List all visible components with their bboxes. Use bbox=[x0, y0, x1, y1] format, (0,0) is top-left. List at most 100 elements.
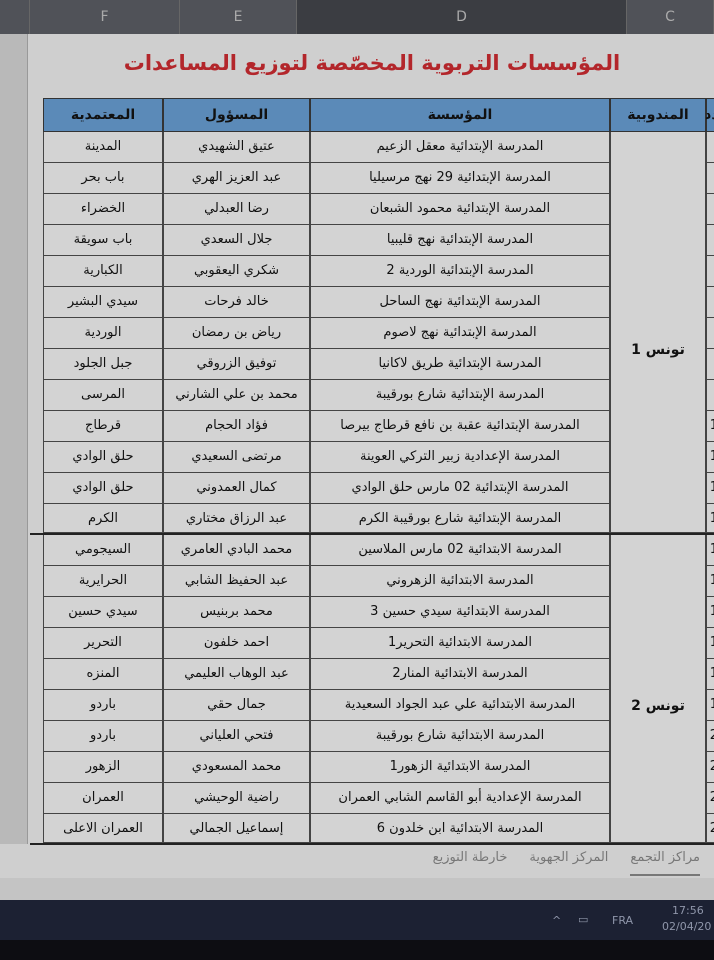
district-cell[interactable]: جبل الجلود bbox=[43, 349, 163, 380]
language-indicator[interactable]: FRA bbox=[612, 914, 634, 927]
delegation-cell[interactable] bbox=[610, 690, 706, 721]
responsible-cell[interactable]: عبد العزيز الهري bbox=[163, 163, 310, 194]
responsible-cell[interactable]: عبد الرزاق مختاري bbox=[163, 504, 310, 533]
row-number[interactable]: 5 bbox=[706, 256, 714, 287]
institution-cell[interactable]: المدرسة الإبتدائية طريق لاكانيا bbox=[310, 349, 610, 380]
district-cell[interactable]: العمران bbox=[43, 783, 163, 814]
sheet-tab-distribution-map[interactable]: خارطة التوزيع bbox=[432, 850, 508, 865]
district-cell[interactable]: الزهور bbox=[43, 752, 163, 783]
row-number[interactable]: 15 bbox=[706, 566, 714, 597]
institution-cell[interactable]: المدرسة الإبتدائية نهج قليبيا bbox=[310, 225, 610, 256]
district-cell[interactable]: العمران الاعلى bbox=[43, 814, 163, 843]
institution-cell[interactable]: المدرسة الابتدائية المنار2 bbox=[310, 659, 610, 690]
responsible-cell[interactable]: احمد خلفون bbox=[163, 628, 310, 659]
district-cell[interactable]: التحرير bbox=[43, 628, 163, 659]
row-number[interactable]: 19 bbox=[706, 690, 714, 721]
delegation-cell[interactable] bbox=[610, 132, 706, 163]
institution-cell[interactable]: المدرسة الإبتدائية محمود الشبعان bbox=[310, 194, 610, 225]
clock-time[interactable]: 17:56 bbox=[672, 904, 704, 917]
district-cell[interactable]: سيدي حسين bbox=[43, 597, 163, 628]
network-icon[interactable]: ▭ bbox=[578, 913, 589, 926]
responsible-cell[interactable]: فؤاد الحجام bbox=[163, 411, 310, 442]
institution-cell[interactable]: المدرسة الابتدائية سيدي حسين 3 bbox=[310, 597, 610, 628]
column-header-e[interactable]: E bbox=[180, 0, 297, 34]
responsible-cell[interactable]: عبد الحفيظ الشابي bbox=[163, 566, 310, 597]
institution-cell[interactable]: المدرسة الابتدائية علي عبد الجواد السعيد… bbox=[310, 690, 610, 721]
column-header-c[interactable]: C bbox=[627, 0, 714, 34]
district-cell[interactable]: باب سويقة bbox=[43, 225, 163, 256]
delegation-cell[interactable] bbox=[610, 318, 706, 349]
delegation-cell[interactable] bbox=[610, 752, 706, 783]
institution-cell[interactable]: المدرسة الابتدائية الزهروني bbox=[310, 566, 610, 597]
delegation-cell[interactable] bbox=[610, 287, 706, 318]
responsible-cell[interactable]: عتيق الشهيدي bbox=[163, 132, 310, 163]
responsible-cell[interactable]: خالد فرحات bbox=[163, 287, 310, 318]
delegation-cell[interactable] bbox=[610, 814, 706, 843]
institution-cell[interactable]: المدرسة الإبتدائية شارع بورقيبة الكرم bbox=[310, 504, 610, 533]
delegation-cell[interactable] bbox=[610, 256, 706, 287]
district-cell[interactable]: الكبارية bbox=[43, 256, 163, 287]
row-number[interactable]: 8 bbox=[706, 349, 714, 380]
district-cell[interactable]: باردو bbox=[43, 721, 163, 752]
institution-cell[interactable]: المدرسة الإبتدائية نهج الساحل bbox=[310, 287, 610, 318]
district-cell[interactable]: باردو bbox=[43, 690, 163, 721]
sheet-tab-regional-centers[interactable]: المركز الجهوية bbox=[529, 850, 609, 865]
responsible-cell[interactable]: جمال حقي bbox=[163, 690, 310, 721]
responsible-cell[interactable]: كمال العمدوني bbox=[163, 473, 310, 504]
responsible-cell[interactable]: توفيق الزروقي bbox=[163, 349, 310, 380]
institution-cell[interactable]: المدرسة الإعدادية أبو القاسم الشابي العم… bbox=[310, 783, 610, 814]
responsible-cell[interactable]: جلال السعدي bbox=[163, 225, 310, 256]
responsible-cell[interactable]: محمد المسعودي bbox=[163, 752, 310, 783]
institution-cell[interactable]: المدرسة الإبتدائية نهج لاصوم bbox=[310, 318, 610, 349]
district-cell[interactable]: المرسى bbox=[43, 380, 163, 411]
institution-cell[interactable]: المدرسة الابتدائية الزهور1 bbox=[310, 752, 610, 783]
institution-cell[interactable]: المدرسة الإبتدائية 29 نهج مرسيليا bbox=[310, 163, 610, 194]
row-number[interactable]: 1 bbox=[706, 132, 714, 163]
row-headers[interactable] bbox=[0, 34, 28, 844]
district-cell[interactable]: سيدي البشير bbox=[43, 287, 163, 318]
row-number[interactable]: 17 bbox=[706, 628, 714, 659]
row-number[interactable]: 20 bbox=[706, 721, 714, 752]
column-header-f[interactable]: F bbox=[30, 0, 180, 34]
district-cell[interactable]: حلق الوادي bbox=[43, 442, 163, 473]
responsible-cell[interactable]: محمد بربنيس bbox=[163, 597, 310, 628]
delegation-cell[interactable] bbox=[610, 721, 706, 752]
row-number[interactable]: 16 bbox=[706, 597, 714, 628]
institution-cell[interactable]: المدرسة الابتدائية ابن خلدون 6 bbox=[310, 814, 610, 843]
sheet-tab-gathering-centers[interactable]: مراكز التجمع bbox=[630, 850, 700, 876]
row-number[interactable]: 23 bbox=[706, 814, 714, 843]
institution-cell[interactable]: المدرسة الإبتدائية 02 مارس حلق الوادي bbox=[310, 473, 610, 504]
row-number[interactable]: 12 bbox=[706, 473, 714, 504]
district-cell[interactable]: المنزه bbox=[43, 659, 163, 690]
row-number[interactable]: 7 bbox=[706, 318, 714, 349]
chevron-up-icon[interactable]: ^ bbox=[552, 914, 562, 927]
row-number[interactable]: 21 bbox=[706, 752, 714, 783]
row-number[interactable]: 22 bbox=[706, 783, 714, 814]
district-cell[interactable]: الحرايرية bbox=[43, 566, 163, 597]
district-cell[interactable]: السيجومي bbox=[43, 535, 163, 566]
row-number[interactable]: 9 bbox=[706, 380, 714, 411]
responsible-cell[interactable]: محمد بن علي الشارني bbox=[163, 380, 310, 411]
institution-cell[interactable]: المدرسة الابتدائية التحرير1 bbox=[310, 628, 610, 659]
district-cell[interactable]: الوردية bbox=[43, 318, 163, 349]
delegation-cell[interactable] bbox=[610, 566, 706, 597]
responsible-cell[interactable]: راضية الوحيشي bbox=[163, 783, 310, 814]
institution-cell[interactable]: المدرسة الابتدائية شارع بورقيبة bbox=[310, 721, 610, 752]
delegation-cell[interactable] bbox=[610, 628, 706, 659]
row-number[interactable]: 18 bbox=[706, 659, 714, 690]
responsible-cell[interactable]: رضا العبدلي bbox=[163, 194, 310, 225]
delegation-cell[interactable] bbox=[610, 442, 706, 473]
row-number[interactable]: 14 bbox=[706, 535, 714, 566]
responsible-cell[interactable]: مرتضى السعيدي bbox=[163, 442, 310, 473]
delegation-cell[interactable] bbox=[610, 783, 706, 814]
district-cell[interactable]: المدينة bbox=[43, 132, 163, 163]
row-number[interactable]: 11 bbox=[706, 442, 714, 473]
institution-cell[interactable]: المدرسة الإبتدائية معقل الزعيم bbox=[310, 132, 610, 163]
institution-cell[interactable]: المدرسة الإبتدائية عقبة بن نافع قرطاج بي… bbox=[310, 411, 610, 442]
responsible-cell[interactable]: عبد الوهاب العليمي bbox=[163, 659, 310, 690]
delegation-cell[interactable] bbox=[610, 349, 706, 380]
delegation-cell[interactable] bbox=[610, 504, 706, 533]
institution-cell[interactable]: المدرسة الإعدادية زبير التركي العوينة bbox=[310, 442, 610, 473]
responsible-cell[interactable]: شكري اليعقوبي bbox=[163, 256, 310, 287]
row-number[interactable]: 2 bbox=[706, 163, 714, 194]
